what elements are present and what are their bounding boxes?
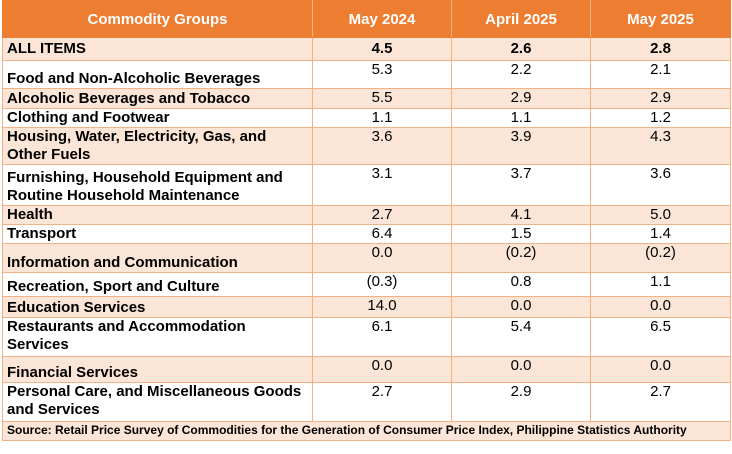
cell-may-2025: 0.0 — [590, 296, 731, 318]
cell-april-2025: 5.4 — [451, 317, 591, 357]
row-label: Transport — [2, 224, 313, 244]
cell-april-2025: 2.2 — [451, 60, 591, 89]
cell-may-2025: 2.1 — [590, 60, 731, 89]
cell-may-2025: 2.7 — [590, 382, 731, 422]
cell-may-2024: 1.1 — [312, 108, 452, 128]
row-label: Recreation, Sport and Culture — [2, 272, 313, 297]
cell-may-2024: 2.7 — [312, 205, 452, 225]
cell-april-2025: 4.1 — [451, 205, 591, 225]
table-row: ALL ITEMS 4.5 2.6 2.8 — [2, 37, 731, 61]
cell-may-2024: 14.0 — [312, 296, 452, 318]
cell-april-2025: 1.1 — [451, 108, 591, 128]
cell-april-2025: 0.8 — [451, 272, 591, 297]
cell-may-2024: 3.1 — [312, 164, 452, 206]
cell-may-2025: 5.0 — [590, 205, 731, 225]
row-label: Food and Non-Alcoholic Beverages — [2, 60, 313, 89]
cell-may-2025: 4.3 — [590, 127, 731, 165]
row-label: Personal Care, and Miscellaneous Goods a… — [2, 382, 313, 422]
row-label: Information and Communication — [2, 243, 313, 273]
cell-may-2025: (0.2) — [590, 243, 731, 273]
cell-april-2025: 0.0 — [451, 296, 591, 318]
cell-may-2025: 2.9 — [590, 88, 731, 109]
table-row: Furnishing, Household Equipment and Rout… — [2, 164, 731, 206]
cell-may-2025: 1.1 — [590, 272, 731, 297]
cell-may-2025: 1.4 — [590, 224, 731, 244]
cell-april-2025: 2.9 — [451, 88, 591, 109]
cell-april-2025: 3.9 — [451, 127, 591, 165]
cell-may-2025: 2.8 — [590, 37, 731, 61]
header-april-2025: April 2025 — [451, 0, 591, 38]
source-row: Source: Retail Price Survey of Commoditi… — [2, 421, 731, 441]
table-row: Health 2.7 4.1 5.0 — [2, 205, 731, 225]
cell-april-2025: 2.6 — [451, 37, 591, 61]
table-row: Housing, Water, Electricity, Gas, and Ot… — [2, 127, 731, 165]
table-header-row: Commodity Groups May 2024 April 2025 May… — [2, 0, 731, 38]
cell-april-2025: 3.7 — [451, 164, 591, 206]
row-label: Financial Services — [2, 356, 313, 383]
table-row: Personal Care, and Miscellaneous Goods a… — [2, 382, 731, 422]
cell-may-2024: 6.4 — [312, 224, 452, 244]
row-label: Restaurants and Accommodation Services — [2, 317, 313, 357]
row-label: Clothing and Footwear — [2, 108, 313, 128]
cell-may-2024: (0.3) — [312, 272, 452, 297]
cell-may-2024: 3.6 — [312, 127, 452, 165]
cell-april-2025: 0.0 — [451, 356, 591, 383]
table-row: Transport 6.4 1.5 1.4 — [2, 224, 731, 244]
table-row: Restaurants and Accommodation Services 6… — [2, 317, 731, 357]
cell-april-2025: 1.5 — [451, 224, 591, 244]
row-label: Health — [2, 205, 313, 225]
cell-may-2025: 0.0 — [590, 356, 731, 383]
table-row: Recreation, Sport and Culture (0.3) 0.8 … — [2, 272, 731, 297]
row-label: Alcoholic Beverages and Tobacco — [2, 88, 313, 109]
cell-may-2024: 0.0 — [312, 356, 452, 383]
cell-may-2024: 2.7 — [312, 382, 452, 422]
cell-may-2024: 6.1 — [312, 317, 452, 357]
table-row: Alcoholic Beverages and Tobacco 5.5 2.9 … — [2, 88, 731, 109]
table-row: Financial Services 0.0 0.0 0.0 — [2, 356, 731, 383]
cell-may-2025: 1.2 — [590, 108, 731, 128]
table-row: Clothing and Footwear 1.1 1.1 1.2 — [2, 108, 731, 128]
cell-may-2025: 6.5 — [590, 317, 731, 357]
row-label: Housing, Water, Electricity, Gas, and Ot… — [2, 127, 313, 165]
header-may-2024: May 2024 — [312, 0, 452, 38]
cell-april-2025: 2.9 — [451, 382, 591, 422]
cell-may-2024: 0.0 — [312, 243, 452, 273]
cell-april-2025: (0.2) — [451, 243, 591, 273]
cell-may-2024: 5.3 — [312, 60, 452, 89]
table-row: Information and Communication 0.0 (0.2) … — [2, 243, 731, 273]
cell-may-2025: 3.6 — [590, 164, 731, 206]
header-may-2025: May 2025 — [590, 0, 731, 38]
table-row: Food and Non-Alcoholic Beverages 5.3 2.2… — [2, 60, 731, 89]
row-label: Furnishing, Household Equipment and Rout… — [2, 164, 313, 206]
header-commodity-groups: Commodity Groups — [2, 0, 313, 38]
table-row: Education Services 14.0 0.0 0.0 — [2, 296, 731, 318]
row-label: Education Services — [2, 296, 313, 318]
cell-may-2024: 5.5 — [312, 88, 452, 109]
inflation-table: Commodity Groups May 2024 April 2025 May… — [2, 0, 731, 441]
source-note: Source: Retail Price Survey of Commoditi… — [2, 421, 731, 441]
cell-may-2024: 4.5 — [312, 37, 452, 61]
row-label: ALL ITEMS — [2, 37, 313, 61]
inflation-table-container: Commodity Groups May 2024 April 2025 May… — [2, 0, 731, 441]
